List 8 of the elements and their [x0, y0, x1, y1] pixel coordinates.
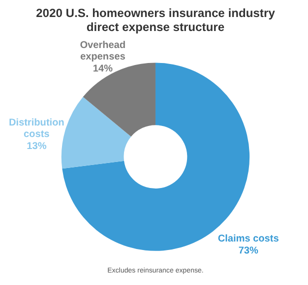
data-label: 14%	[92, 64, 113, 75]
slice-label: Claims costs	[218, 234, 280, 245]
data-label: 73%	[238, 246, 258, 257]
slice-label: Overhead expenses	[80, 40, 126, 63]
donut-slice	[82, 62, 156, 137]
data-label: 13%	[26, 141, 47, 152]
slice-label: Distribution costs	[8, 117, 64, 140]
chart-title: 2020 U.S. homeowners insurance industry direct expense structure	[36, 6, 276, 34]
